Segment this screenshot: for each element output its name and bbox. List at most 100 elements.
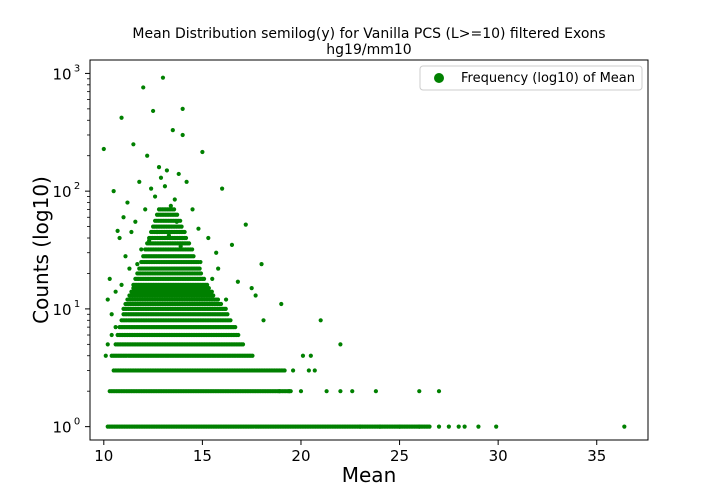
data-point [427, 424, 432, 429]
data-point [397, 424, 402, 429]
data-point [287, 389, 292, 394]
y-tick-label: 10 [52, 301, 71, 319]
x-axis-label: Mean [342, 463, 397, 487]
data-point [220, 186, 225, 191]
data-point [184, 179, 189, 184]
plot-frame [89, 59, 649, 441]
data-point [115, 228, 120, 233]
data-point [436, 424, 442, 429]
data-point [312, 368, 317, 373]
data-point [105, 342, 110, 347]
legend-box [419, 65, 643, 91]
data-point [162, 184, 168, 189]
data-point [143, 207, 148, 212]
data-point [121, 215, 126, 220]
data-point [261, 318, 266, 323]
data-point [306, 368, 311, 373]
data-point [198, 259, 203, 265]
data-point [318, 318, 323, 323]
data-point [476, 424, 481, 429]
y-tick-label: 10 [52, 65, 71, 83]
data-point [178, 244, 183, 249]
data-point [282, 368, 287, 373]
data-point [119, 115, 124, 120]
data-point [183, 235, 189, 241]
data-point [105, 297, 110, 302]
data-point [160, 75, 166, 80]
data-point [139, 247, 144, 252]
data-point [180, 106, 185, 111]
data-point [178, 218, 183, 223]
data-point [243, 222, 248, 227]
data-point [622, 424, 627, 429]
data-point [127, 266, 132, 271]
data-point [141, 85, 146, 90]
data-point [494, 424, 499, 429]
legend-label: Frequency (log10) of Mean [461, 71, 635, 86]
x-tick-label: 30 [489, 447, 508, 465]
x-tick-label: 10 [94, 447, 113, 465]
data-point [338, 389, 343, 394]
y-tick-exponent: 0 [74, 417, 80, 428]
data-point [250, 353, 255, 358]
data-point [324, 389, 329, 394]
y-tick-exponent: 2 [74, 181, 80, 192]
data-point [240, 342, 246, 347]
data-point [300, 353, 306, 358]
data-point [125, 200, 130, 205]
data-point [109, 312, 114, 317]
data-point [137, 179, 142, 184]
data-point [235, 279, 240, 284]
data-point [174, 219, 179, 224]
y-axis-label: Counts (log10) [29, 176, 53, 324]
data-point [154, 229, 160, 235]
data-point [436, 389, 442, 394]
data-point [131, 142, 136, 147]
data-point [196, 226, 201, 231]
data-point [170, 128, 175, 133]
data-point [229, 242, 235, 247]
chart-title: Mean Distribution semilog(y) for Vanilla… [132, 26, 605, 42]
data-point [156, 165, 162, 170]
data-point [151, 108, 156, 114]
x-tick-label: 15 [193, 447, 212, 465]
data-point [145, 153, 150, 158]
data-point [190, 207, 195, 212]
data-point [373, 389, 378, 394]
x-tick-label: 35 [587, 447, 606, 465]
data-point [113, 325, 118, 330]
data-point [249, 286, 254, 291]
y-tick-exponent: 1 [74, 299, 80, 310]
data-point [175, 212, 180, 217]
data-point [456, 424, 461, 429]
data-point [206, 235, 211, 241]
data-point [197, 266, 202, 271]
data-point [186, 241, 192, 246]
data-point [190, 247, 195, 252]
legend: Frequency (log10) of Mean [419, 65, 643, 91]
data-point [206, 286, 211, 291]
data-point [123, 254, 128, 259]
data-point [198, 271, 204, 276]
data-point [179, 224, 184, 229]
data-point [166, 233, 171, 238]
x-tick-label: 20 [291, 447, 310, 465]
data-point [446, 424, 451, 429]
data-point [147, 238, 152, 243]
data-point [236, 332, 241, 338]
data-point [164, 168, 169, 173]
data-point [180, 132, 185, 138]
data-point [168, 203, 173, 208]
y-tick-label: 10 [52, 419, 71, 437]
data-point [209, 289, 214, 294]
data-point [214, 250, 219, 255]
data-point [171, 207, 177, 212]
data-point [225, 312, 230, 317]
data-point [211, 293, 216, 298]
data-point [253, 293, 258, 298]
data-point [117, 235, 122, 241]
data-point [172, 197, 177, 202]
data-point [228, 318, 233, 323]
data-point [111, 189, 116, 194]
